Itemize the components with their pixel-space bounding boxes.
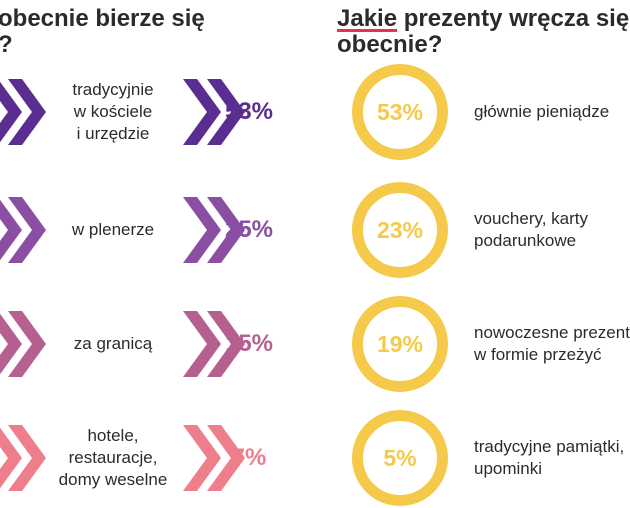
venue-label: za granicą xyxy=(50,333,176,355)
left-heading: obecnie bierze się ? xyxy=(0,6,205,58)
gift-label: nowoczesne prezenty w formie przeżyć xyxy=(474,322,630,366)
left-heading-line-1: obecnie bierze się xyxy=(0,5,205,32)
venue-chevron-left-arrow-1 xyxy=(0,427,22,489)
venue-chevron-right-arrow-1 xyxy=(183,197,221,263)
venue-label-line: tradycyjnie xyxy=(72,80,154,99)
venue-percent: 7% xyxy=(231,444,267,471)
venue-label-line: za granicą xyxy=(73,334,153,353)
venue-chevron-right-arrow-2 xyxy=(207,197,245,263)
venue-chevron-right-arrow-1 xyxy=(183,311,221,377)
left-heading-line-2: ? xyxy=(0,32,205,58)
venue-label: tradycyjnie w kościele i urzędzie xyxy=(50,79,176,145)
venue-row: za granicą 15% xyxy=(0,294,630,394)
gift-label-line: w formie przeżyć xyxy=(474,345,602,364)
gift-ring: 23% xyxy=(352,182,448,278)
venue-row: hotele, restauracje, domy weselne 7% xyxy=(0,408,630,508)
venue-chevron-right-arrow-2 xyxy=(207,311,245,377)
gift-row: 5% tradycyjne pamiątki, upominki xyxy=(0,408,630,508)
gift-ring: 5% xyxy=(352,410,448,506)
gift-label-line: vouchery, karty xyxy=(474,209,589,228)
venue-label-line: restauracje, xyxy=(68,448,158,467)
right-heading-line-2: obecnie? xyxy=(337,31,443,58)
right-heading-underlined-word: Jakie xyxy=(337,5,398,32)
right-heading: Jakie prezenty wręcza się obecnie? xyxy=(337,6,629,58)
venue-chevron-left xyxy=(0,311,46,377)
gift-label-line: głównie pieniądze xyxy=(474,102,610,121)
venue-chevron-right xyxy=(183,425,245,491)
gift-percent: 53% xyxy=(376,98,424,125)
venue-chevron-left-arrow-2 xyxy=(8,425,46,491)
venue-chevron-right xyxy=(183,197,245,263)
gift-label-line: tradycyjne pamiątki, xyxy=(474,437,625,456)
venue-chevron-right-arrow-1 xyxy=(183,425,221,491)
venue-label: w plenerze xyxy=(50,219,176,241)
venue-percent: 53% xyxy=(224,98,274,125)
venue-percent: 25% xyxy=(224,216,274,243)
gift-percent: 23% xyxy=(376,216,424,243)
gift-label: vouchery, karty podarunkowe xyxy=(474,208,630,252)
gift-label-line: upominki xyxy=(474,459,543,478)
right-heading-line-1: Jakie prezenty wręcza się xyxy=(337,6,629,32)
venue-chevron-left-arrow-1 xyxy=(0,199,22,261)
venue-chevron-right xyxy=(183,79,245,145)
gift-row: 19% nowoczesne prezenty w formie przeżyć xyxy=(0,294,630,394)
venue-chevron-left-arrow-2 xyxy=(8,311,46,377)
gift-ring: 53% xyxy=(352,64,448,160)
venue-chevron-left xyxy=(0,197,46,263)
right-heading-rest: prezenty wręcza się xyxy=(397,5,630,32)
venue-chevron-left xyxy=(0,425,46,491)
gift-label-line: nowoczesne prezenty xyxy=(474,323,630,342)
venue-label: hotele, restauracje, domy weselne xyxy=(50,425,176,491)
venue-label-line: w kościele xyxy=(73,102,153,121)
gift-ring: 19% xyxy=(352,296,448,392)
venue-chevron-left-arrow-1 xyxy=(0,81,22,143)
gift-label-line: podarunkowe xyxy=(474,231,577,250)
venue-chevron-left-arrow-1 xyxy=(0,313,22,375)
venue-label-line: hotele, xyxy=(87,426,139,445)
gift-label: głównie pieniądze xyxy=(474,101,630,123)
venue-chevron-right-arrow-2 xyxy=(207,425,245,491)
venue-label-line: i urzędzie xyxy=(76,124,150,143)
venue-chevron-right xyxy=(183,311,245,377)
venue-label-line: domy weselne xyxy=(58,470,168,489)
venue-row: w plenerze 25% xyxy=(0,180,630,280)
venue-chevron-left-arrow-2 xyxy=(8,79,46,145)
gift-row: 23% vouchery, karty podarunkowe xyxy=(0,180,630,280)
venue-chevron-left-arrow-2 xyxy=(8,197,46,263)
gift-label: tradycyjne pamiątki, upominki xyxy=(474,436,630,480)
venue-chevron-left xyxy=(0,79,46,145)
venue-chevron-right-arrow-1 xyxy=(183,79,221,145)
gift-row: 53% głównie pieniądze xyxy=(0,62,630,162)
venue-percent: 15% xyxy=(224,330,274,357)
gift-percent: 5% xyxy=(383,444,417,471)
venue-row: tradycyjnie w kościele i urzędzie 53% xyxy=(0,62,630,162)
gift-percent: 19% xyxy=(376,330,424,357)
venue-label-line: w plenerze xyxy=(71,220,155,239)
venue-chevron-right-arrow-2 xyxy=(207,79,245,145)
